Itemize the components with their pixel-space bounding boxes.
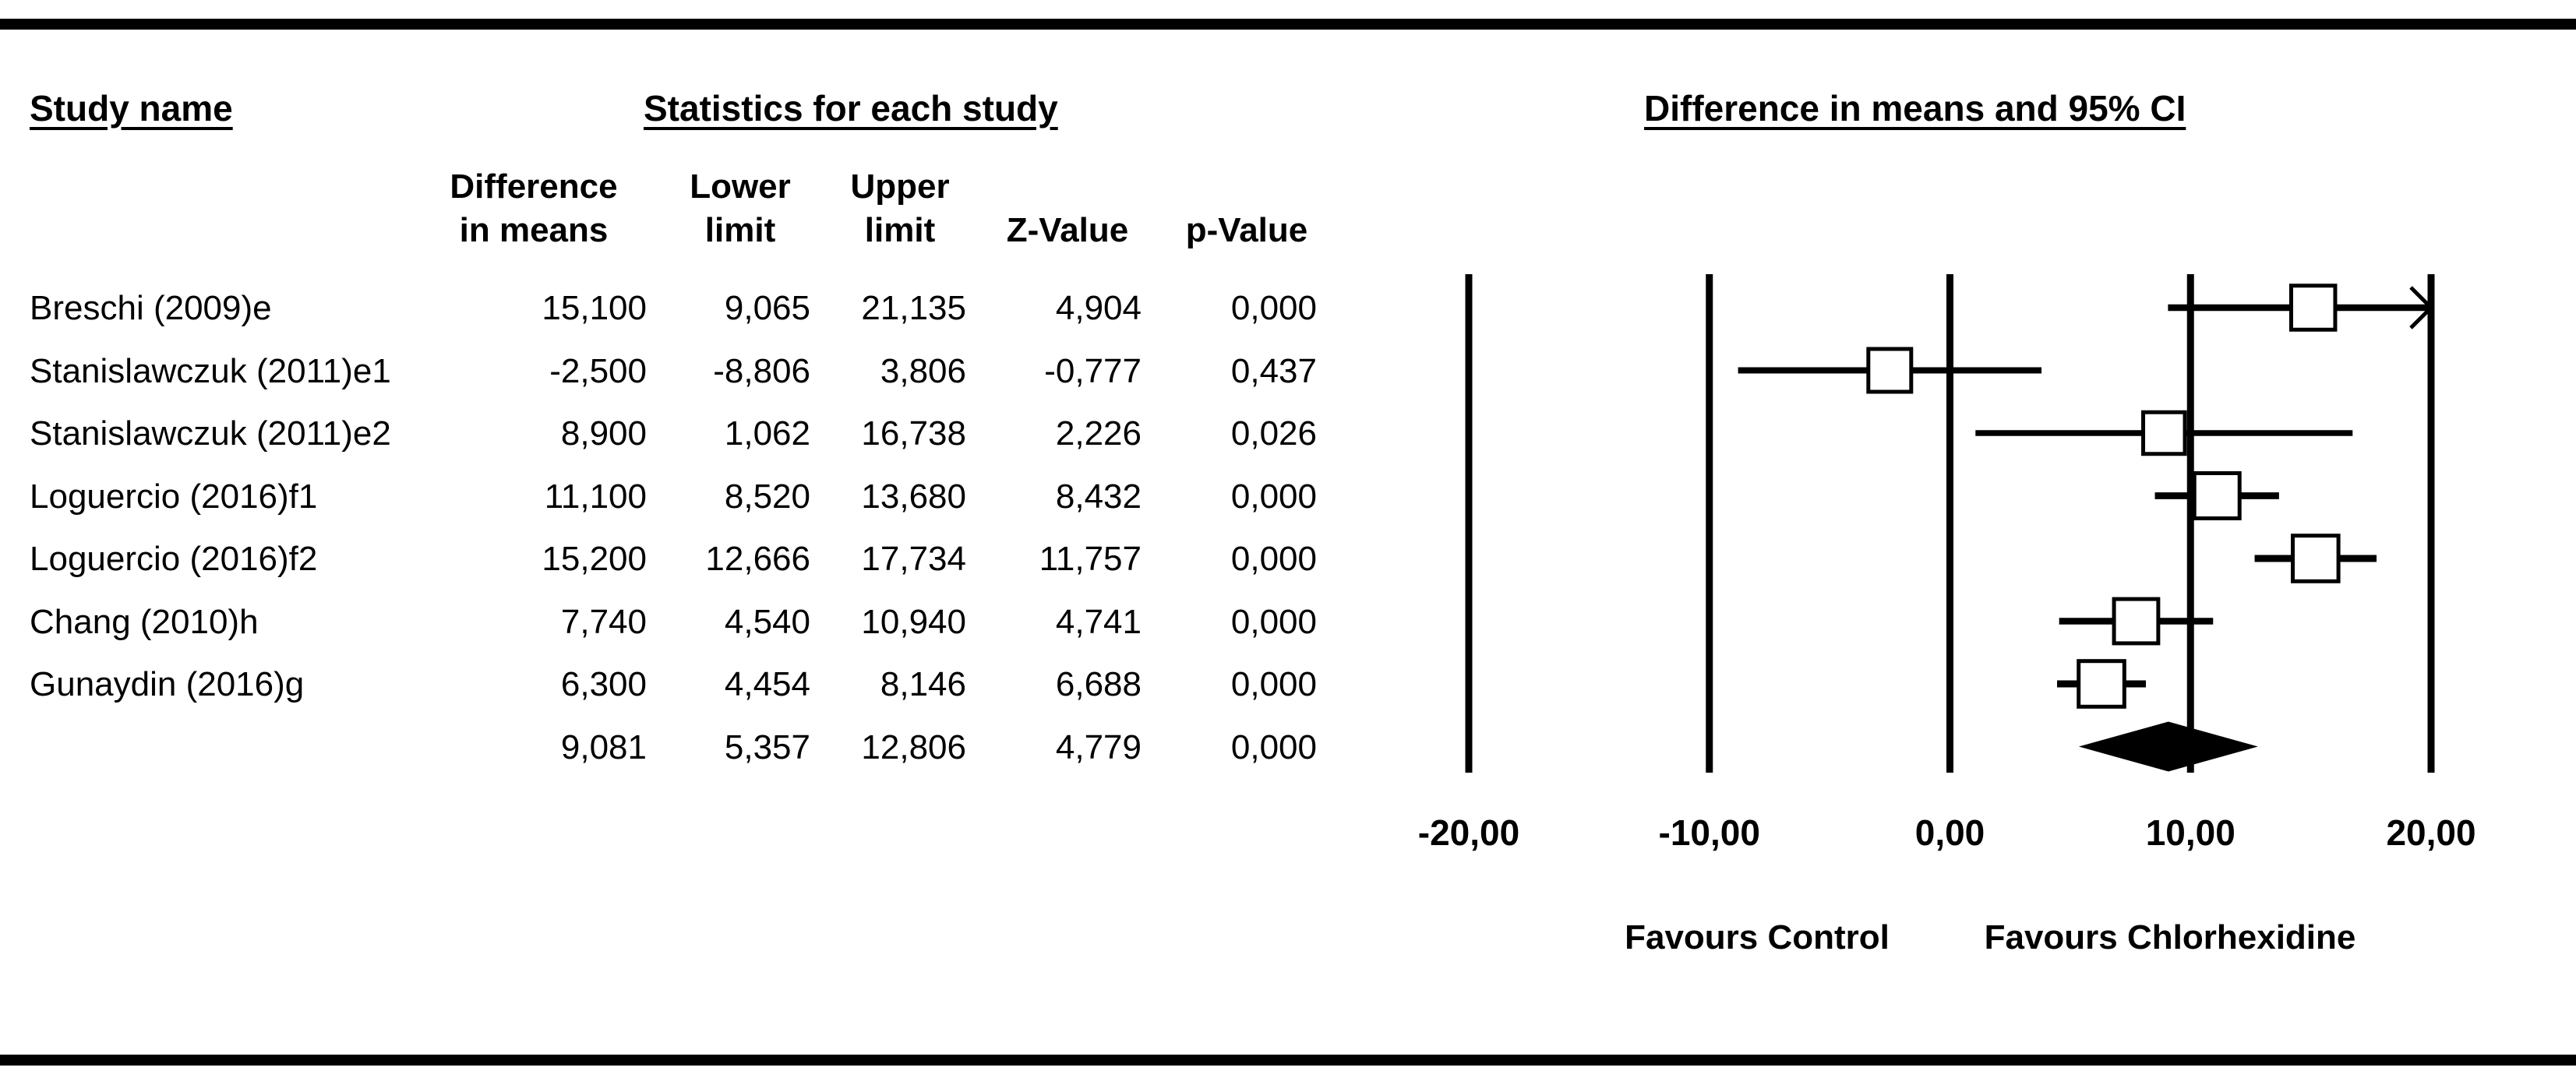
diff-cell: -2,500 <box>549 351 647 390</box>
z-cell: 8,432 <box>1055 477 1142 516</box>
upper-cell: 16,738 <box>861 414 966 453</box>
p-cell: 0,026 <box>1230 414 1317 453</box>
upper-cell: 8,146 <box>880 665 966 703</box>
diff-cell: 11,100 <box>544 477 647 516</box>
point-estimate-marker <box>2192 471 2242 520</box>
lower-cell: 12,666 <box>705 540 810 578</box>
p-cell: 0,000 <box>1230 289 1317 327</box>
point-estimate-marker <box>2291 534 2341 583</box>
upper-cell: 17,734 <box>861 540 966 578</box>
p-cell: 0,000 <box>1230 540 1317 578</box>
diff-cell: 8,900 <box>560 414 647 453</box>
study-name-cell: Stanislawczuk (2011)e2 <box>30 414 391 453</box>
col-header-difference: Difference in means <box>450 167 618 249</box>
upper-cell: 10,940 <box>861 602 966 641</box>
point-estimate-marker <box>2077 659 2126 709</box>
bottom-rule <box>0 1055 2576 1066</box>
lower-cell: -8,806 <box>713 351 810 390</box>
study-name-cell: Chang (2010)h <box>30 602 259 641</box>
diff-cell: 7,740 <box>560 602 647 641</box>
diff-cell: 9,081 <box>560 727 647 766</box>
point-estimate-marker <box>2112 597 2161 646</box>
pooled-diamond <box>2078 721 2258 772</box>
p-cell: 0,000 <box>1230 727 1317 766</box>
favours-left-label: Favours Control <box>1625 918 1890 956</box>
lower-cell: 5,357 <box>724 727 810 766</box>
point-estimate-marker <box>1866 347 1914 394</box>
col-header-z: Z-Value <box>1006 211 1129 249</box>
z-cell: 4,779 <box>1055 727 1142 766</box>
tick-label: 0,00 <box>1915 812 1985 853</box>
point-estimate-marker <box>2288 284 2338 332</box>
z-cell: 4,904 <box>1055 289 1142 327</box>
study-name-cell: Breschi (2009)e <box>30 289 272 327</box>
p-cell: 0,000 <box>1230 477 1317 516</box>
upper-cell: 3,806 <box>880 351 966 390</box>
diff-cell: 15,200 <box>542 540 647 578</box>
tick-label: -20,00 <box>1418 812 1519 853</box>
study-name-cell: Stanislawczuk (2011)e1 <box>30 351 391 390</box>
lower-cell: 8,520 <box>724 477 810 516</box>
plot-title: Difference in means and 95% CI <box>1644 88 2186 129</box>
z-cell: 11,757 <box>1039 540 1142 578</box>
upper-cell: 12,806 <box>861 727 966 766</box>
p-cell: 0,000 <box>1230 665 1317 703</box>
lower-cell: 4,454 <box>724 665 810 703</box>
col-header-lower: Lower limit <box>690 167 791 249</box>
z-cell: 6,688 <box>1055 665 1142 703</box>
diff-cell: 15,100 <box>542 289 647 327</box>
z-cell: 2,226 <box>1055 414 1142 453</box>
upper-cell: 13,680 <box>861 477 966 516</box>
point-estimate-marker <box>2141 410 2187 456</box>
upper-cell: 21,135 <box>861 289 966 327</box>
ci-arrow <box>2409 286 2434 329</box>
lower-cell: 4,540 <box>724 602 810 641</box>
p-cell: 0,000 <box>1230 602 1317 641</box>
tick-label: 10,00 <box>2146 812 2235 853</box>
p-cell: 0,437 <box>1230 351 1317 390</box>
z-cell: -0,777 <box>1044 351 1142 390</box>
col-header-upper: Upper limit <box>850 167 950 249</box>
statistics-header: Statistics for each study <box>644 88 1058 129</box>
tick-label: -10,00 <box>1659 812 1760 853</box>
lower-cell: 1,062 <box>724 414 810 453</box>
favours-right-label: Favours Chlorhexidine <box>1985 918 2356 956</box>
study-name-cell: Gunaydin (2016)g <box>30 665 305 703</box>
study-name-cell: Loguercio (2016)f2 <box>30 540 318 578</box>
col-header-p: p-Value <box>1185 211 1308 249</box>
lower-cell: 9,065 <box>724 289 810 327</box>
study-name-cell: Loguercio (2016)f1 <box>30 477 318 516</box>
diff-cell: 6,300 <box>560 665 647 703</box>
top-rule <box>0 19 2576 30</box>
z-cell: 4,741 <box>1055 602 1142 641</box>
study-name-header: Study name <box>30 88 233 129</box>
tick-label: 20,00 <box>2386 812 2475 853</box>
